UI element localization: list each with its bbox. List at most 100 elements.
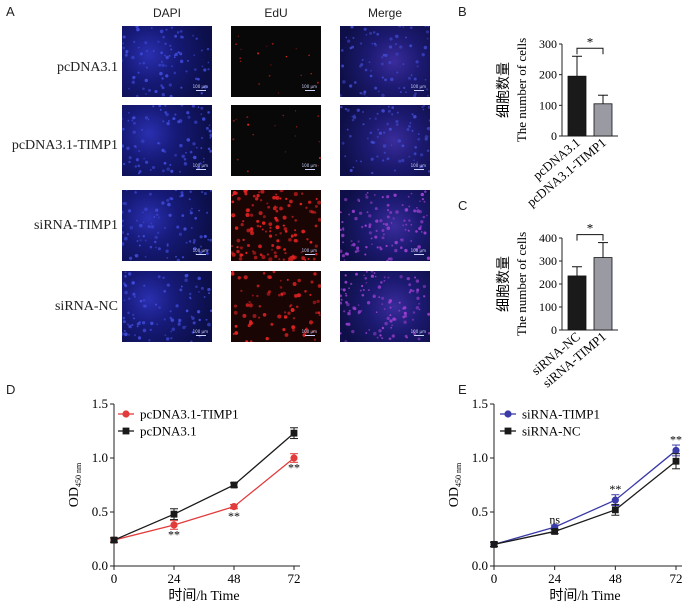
legend-marker	[504, 410, 512, 418]
scale-bar-label: 100 μm	[410, 163, 426, 168]
significance-annotation: **	[670, 433, 682, 447]
data-point	[672, 446, 680, 455]
scale-bar	[414, 90, 424, 91]
data-point	[170, 521, 178, 529]
line-chart-d: 0.0 0.5 1.0 1.5 0 24 48 72 时间/h Time OD450 nm pcDN…	[67, 396, 301, 604]
scale-bar-label: 100 μm	[192, 84, 208, 89]
significance-annotation: **	[168, 528, 180, 542]
legend-label: siRNA-TIMP1	[522, 407, 600, 422]
y-axis-label: OD450 nm	[67, 462, 83, 507]
micrograph-texture	[122, 105, 212, 175]
scale-bar	[305, 335, 315, 336]
micrograph-edu-4: 100 μm	[231, 271, 321, 342]
scale-bar	[414, 169, 424, 170]
y-tick-label: 200	[539, 68, 557, 82]
y-tick-label: 0.0	[472, 558, 488, 573]
micrograph-texture	[122, 26, 210, 97]
bar-pcDNA3.1-TIMP1	[593, 103, 613, 137]
scale-bar	[196, 335, 206, 336]
data-point	[110, 536, 118, 544]
row-header-pcdna31-timp1: pcDNA3.1-TIMP1	[11, 138, 118, 153]
panel-letter-c: C	[458, 198, 468, 213]
y-axis-label-cn: 细胞数量	[496, 256, 512, 312]
x-tick-label: 24	[168, 571, 182, 586]
micrograph-texture	[231, 271, 321, 342]
scale-bar-label: 100 μm	[301, 84, 317, 89]
micrograph-edu-2: 100 μm	[231, 105, 321, 176]
scale-bar	[414, 254, 424, 255]
panel-letter-e: E	[458, 382, 467, 397]
scale-bar-label: 100 μm	[410, 84, 426, 89]
row-header-pcdna31: pcDNA3.1	[56, 60, 118, 75]
y-axis-label: The number of cells	[514, 38, 529, 142]
series-line-pcDNA3.1	[113, 432, 295, 541]
micrograph-dapi-4: 100 μm	[122, 271, 212, 342]
scale-bar	[305, 169, 315, 170]
legend-label: siRNA-NC	[522, 424, 581, 439]
column-header-merge: Merge	[367, 6, 402, 20]
column-header-dapi: DAPI	[152, 6, 181, 20]
series-line-siRNA-NC	[493, 460, 677, 546]
significance-annotation: **	[609, 482, 621, 496]
y-tick-label: 300	[539, 254, 557, 268]
bar-siRNA-TIMP1	[593, 257, 613, 331]
x-tick-label: 48	[609, 571, 622, 586]
row-header-sirna-timp1: siRNA-TIMP1	[33, 218, 118, 233]
y-axis-label-cn: 细胞数量	[496, 62, 512, 118]
y-axis-label: OD450 nm	[447, 462, 463, 507]
legend-marker	[122, 427, 130, 435]
micrograph-merge-2: 100 μm	[340, 105, 430, 176]
micrograph-merge-3: 100 μm	[340, 190, 430, 261]
row-header-sirna-nc: siRNA-NC	[54, 299, 118, 314]
scale-bar	[196, 254, 206, 255]
significance-bracket	[576, 47, 604, 55]
y-tick-label: 200	[539, 277, 557, 291]
x-tick-label: 0	[491, 571, 498, 586]
y-tick-label: 0.5	[92, 504, 108, 519]
legend-marker	[504, 427, 512, 435]
y-tick-label: 1.0	[92, 450, 108, 465]
y-axis-label: The number of cells	[514, 232, 529, 336]
micrograph-texture	[122, 271, 212, 342]
data-point	[611, 496, 619, 504]
data-point	[170, 510, 178, 518]
panel-letter-d: D	[6, 382, 16, 397]
micrograph-edu-3: 100 μm	[231, 190, 321, 261]
y-tick-label: 1.5	[92, 396, 108, 411]
data-point	[551, 528, 559, 535]
x-tick-label: 72	[670, 571, 683, 586]
scale-bar-label: 100 μm	[301, 248, 317, 253]
micrograph-texture	[340, 105, 430, 175]
data-point	[611, 506, 619, 514]
bar-pcDNA3.1	[567, 75, 587, 137]
x-tick-label: 0	[111, 571, 118, 586]
panel-letter-b: B	[458, 4, 467, 19]
micrograph-texture	[122, 190, 212, 261]
legend-label: pcDNA3.1	[140, 424, 197, 439]
data-point	[290, 429, 298, 437]
y-tick-label: 100	[539, 300, 557, 314]
y-tick-label: 400	[539, 231, 557, 245]
panel-letter-a: A	[6, 4, 15, 19]
legend-label: pcDNA3.1-TIMP1	[140, 407, 239, 422]
y-tick-label: 1.0	[472, 450, 488, 465]
micrograph-edu-1: 100 μm	[231, 26, 321, 97]
scale-bar-label: 100 μm	[192, 163, 208, 168]
scale-bar-label: 100 μm	[192, 329, 208, 334]
y-tick-label: 100	[539, 98, 557, 112]
x-axis-label: 时间/h Time	[549, 588, 620, 604]
scale-bar	[305, 90, 315, 91]
significance-label: *	[587, 221, 594, 236]
micrograph-merge-1: 100 μm	[340, 26, 430, 97]
data-point	[230, 503, 238, 511]
significance-annotation: ns	[549, 512, 560, 526]
data-point	[672, 457, 680, 465]
micrograph-dapi-1: 100 μm	[122, 26, 212, 97]
micrograph-texture	[340, 190, 430, 261]
data-point	[490, 541, 498, 548]
micrograph-texture	[340, 271, 430, 342]
y-tick-label: 0	[551, 323, 557, 337]
bar-chart-c: 细胞数量 The number of cells 0100200300400siRN…	[496, 221, 618, 390]
micrograph-texture	[340, 26, 430, 97]
series-line-siRNA-TIMP1	[493, 449, 677, 546]
